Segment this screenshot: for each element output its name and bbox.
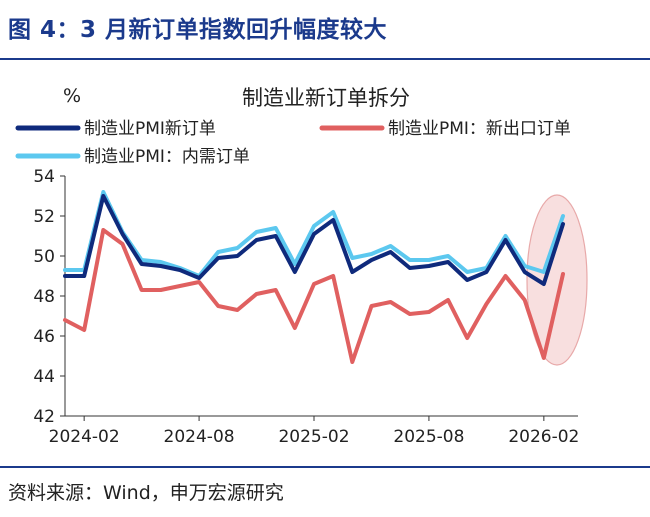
- title-rule: [0, 58, 650, 60]
- highlight-ellipse: [526, 194, 588, 366]
- legend: 制造业PMI新订单 制造业PMI：新出口订单 制造业PMI：内需订单: [15, 119, 571, 167]
- source-note: 资料来源：Wind，申万宏源研究: [8, 482, 284, 504]
- series-line-export-orders: [63, 228, 565, 364]
- y-tick-label: 54: [33, 167, 55, 187]
- x-tick-label: 2024-08: [164, 427, 235, 447]
- legend-label-export-orders: 制造业PMI：新出口订单: [388, 119, 571, 139]
- x-tick-label: 2025-08: [393, 427, 464, 447]
- x-ticks: 2024-02 2024-08 2025-02 2025-08 2026-02: [49, 416, 579, 447]
- y-tick-label: 46: [33, 327, 55, 347]
- y-axis-unit: %: [63, 85, 81, 107]
- y-tick-label: 50: [33, 247, 55, 267]
- y-tick-label: 52: [33, 207, 55, 227]
- legend-label-domestic-orders: 制造业PMI：内需订单: [84, 147, 250, 167]
- series-lines: [63, 190, 565, 364]
- series-line-new-orders: [63, 194, 565, 286]
- y-tick-label: 42: [33, 407, 55, 427]
- legend-label-new-orders: 制造业PMI新订单: [84, 119, 216, 139]
- figure-title: 图 4：3 月新订单指数回升幅度较大: [8, 17, 388, 43]
- x-tick-label: 2024-02: [49, 427, 120, 447]
- chart-title: 制造业新订单拆分: [242, 86, 410, 110]
- x-tick-label: 2026-02: [508, 427, 579, 447]
- series-line-domestic-orders: [63, 190, 565, 278]
- footer-rule: [0, 466, 650, 468]
- y-tick-label: 44: [33, 367, 55, 387]
- x-tick-label: 2025-02: [278, 427, 349, 447]
- y-ticks: 42 44 46 48 50 52 54: [33, 167, 65, 427]
- y-tick-label: 48: [33, 287, 55, 307]
- axes: [64, 176, 578, 417]
